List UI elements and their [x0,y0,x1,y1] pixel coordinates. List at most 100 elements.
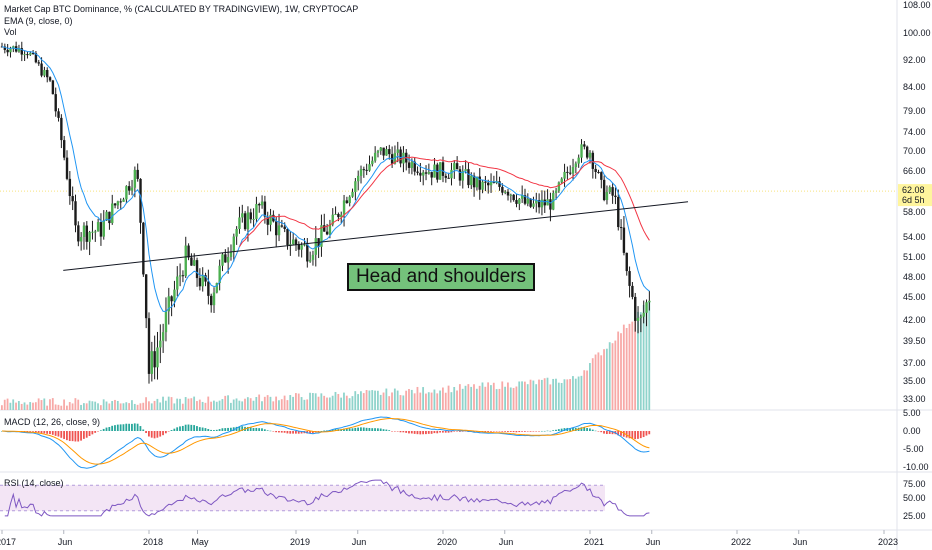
volume-bar [204,402,207,410]
candle-body [235,228,238,237]
macd-hist-bar [201,427,204,431]
macd-hist-bar [173,428,176,431]
macd-hist-bar [360,427,362,431]
candle-body [181,275,185,277]
candle-body [540,199,544,208]
macd-hist-bar [422,431,425,435]
candle-body [119,201,122,203]
candle-body [212,292,216,306]
macd-hist-bar [51,431,54,435]
volume-bar [634,320,637,410]
macd-hist-bar [227,427,229,431]
volume-bar [252,400,255,410]
volume-bar [184,397,187,410]
candle-body [600,172,603,180]
volume-bar [23,402,26,410]
candle-body [523,195,527,204]
volume-bar [473,384,475,410]
rsi-label[interactable]: RSI (14, close) [4,478,64,488]
ema-legend[interactable]: EMA (9, close, 0) [4,16,73,26]
volume-bar [201,401,204,410]
volume-bar [379,394,382,410]
macd-hist-bar [102,428,105,431]
volume-bar [51,398,54,410]
macd-hist-bar [399,431,402,433]
macd-hist-bar [343,428,345,431]
volume-bar [557,382,560,410]
candle-body [96,222,100,232]
volume-bar [337,394,340,410]
price-tick-label: 45.00 [903,292,926,302]
candle-body [286,228,289,246]
macd-hist-bar [269,430,272,432]
macd-hist-bar [295,431,297,434]
time-tick-label: Jun [793,537,808,547]
vol-legend[interactable]: Vol [4,27,17,37]
macd-hist-bar [586,427,588,431]
macd-hist-bar [323,430,326,432]
macd-hist-bar [292,431,294,434]
volume-bar [509,387,512,410]
macd-hist-bar [142,429,145,431]
candle-body [453,163,456,170]
volume-bar [314,393,317,410]
candle-body [164,311,168,333]
volume-bar [521,381,523,410]
volume-bar [368,390,371,410]
volume-bar [382,392,385,410]
candle-body [34,53,38,63]
head-and-shoulders-annotation[interactable]: Head and shoulders [347,263,535,291]
volume-bar [360,391,362,410]
macd-hist-bar [88,431,91,437]
candle-body [229,251,233,257]
volume-bar [495,389,498,410]
macd-hist-bar [43,431,46,434]
volume-bar [470,386,473,410]
candle-body [464,169,467,172]
volume-bar [439,390,441,410]
volume-bar [1,405,3,410]
volume-bar [492,382,495,410]
macd-hist-bar [278,431,280,433]
candle-body [218,265,221,284]
candle-body [422,172,425,176]
volume-bar [648,300,651,410]
volume-bar [504,386,506,410]
volume-bar [12,399,15,410]
candle-body [173,289,176,302]
macd-label[interactable]: MACD (12, 26, close, 9) [4,417,101,427]
macd-hist-bar [436,431,439,434]
candle-body [6,49,9,53]
volume-bar [388,396,391,410]
volume-bar [637,311,639,410]
macd-hist-bar [207,429,210,431]
candle-body [455,163,459,170]
macd-hist-bar [119,424,122,431]
macd-hist-bar [622,431,625,437]
candle-body [588,152,592,158]
volume-bar [320,393,323,410]
macd-hist-bar [320,430,323,432]
candle-body [433,164,436,178]
volume-bar [269,396,272,410]
macd-hist-bar [261,428,263,431]
volume-bar [351,396,354,410]
candle-body [444,175,448,178]
candle-body [207,281,210,296]
volume-bar [221,399,224,410]
symbol-title[interactable]: Market Cap BTC Dominance, % (CALCULATED … [4,4,359,14]
candle-body [351,191,354,197]
candle-body [113,203,117,206]
volume-bar [523,381,526,410]
volume-bar [63,399,65,410]
volume-bar [57,404,60,410]
candle-body [209,295,213,306]
macd-hist-bar [252,428,255,431]
macd-hist-bar [283,431,286,433]
macd-hist-bar [634,431,637,440]
macd-hist-bar [600,431,603,433]
time-tick-label: Jun [646,537,661,547]
candle-body [424,172,428,174]
volume-bar [391,392,393,410]
candle-body [71,196,74,202]
